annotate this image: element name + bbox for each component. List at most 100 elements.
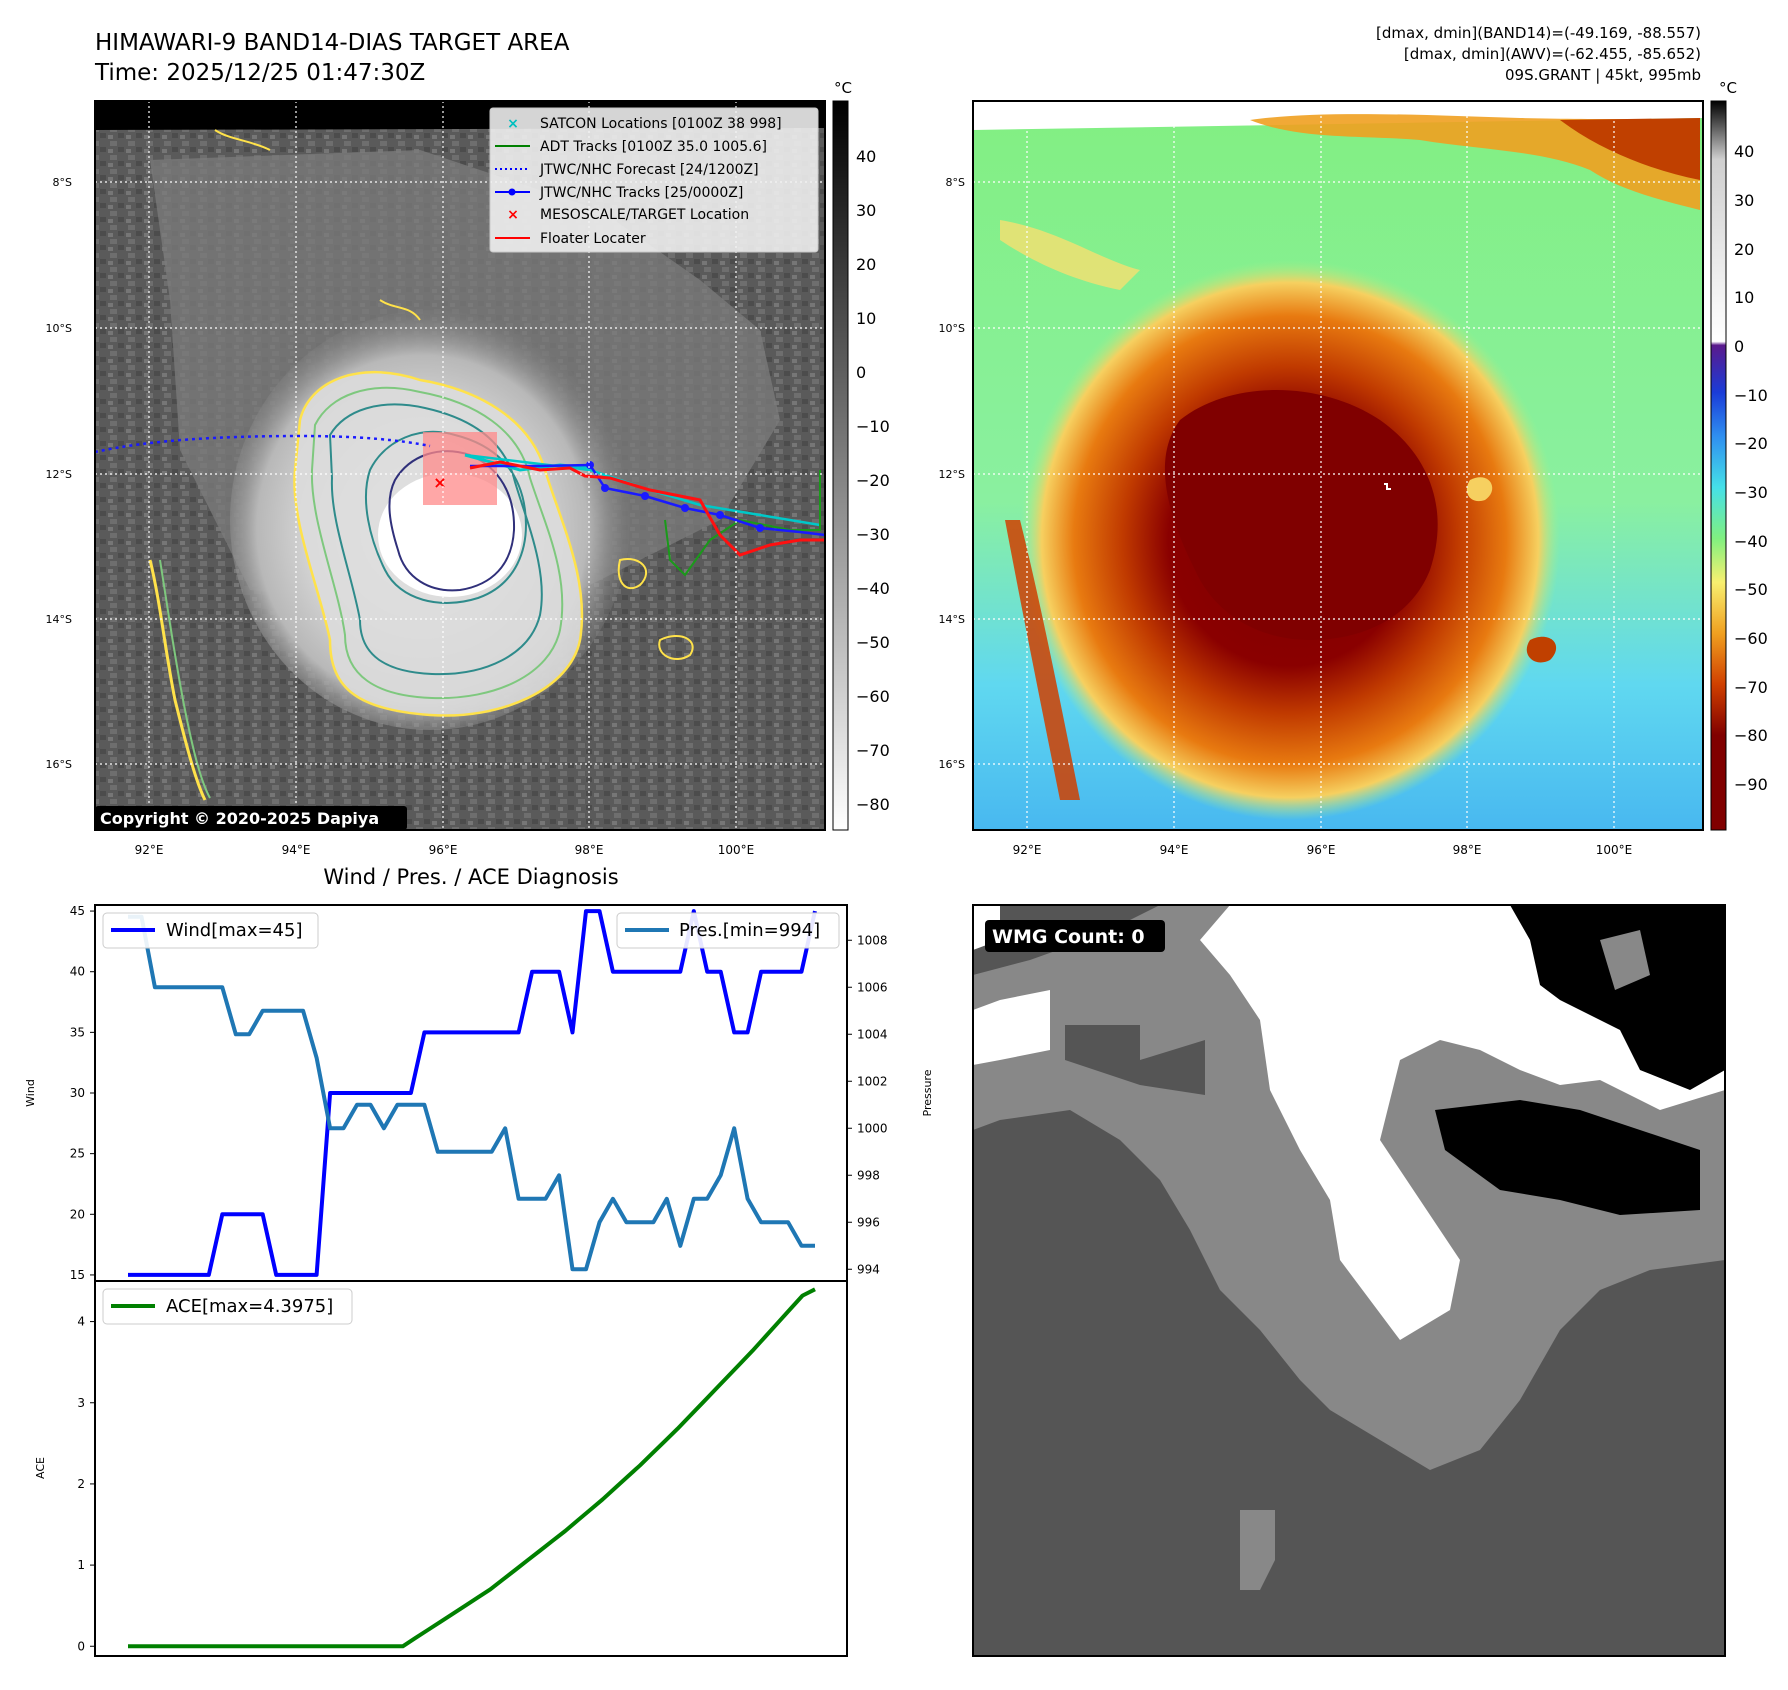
- gray-tick-m40: −40: [856, 579, 890, 598]
- copyright-text: Copyright © 2020-2025 Dapiya: [100, 809, 379, 828]
- svg-text:×: ×: [433, 473, 446, 492]
- band14-map-frame: [94, 100, 826, 831]
- legend-forecast-label: JTWC/NHC Forecast [24/1200Z]: [539, 162, 759, 178]
- wind-tick-label: 20: [70, 1207, 85, 1221]
- color-tick-m20: −20: [1734, 434, 1768, 453]
- color-tick-10: 10: [1734, 288, 1754, 307]
- awv-stats: [dmax, dmin](AWV)=(-62.455, -85.652): [1404, 45, 1701, 63]
- legend-adt-label: ADT Tracks [0100Z 35.0 1005.6]: [540, 139, 767, 155]
- awv-lat-label-14s: 14°S: [939, 613, 965, 626]
- color-tick-m80: −80: [1734, 726, 1768, 745]
- lat-label-14s: 14°S: [46, 613, 72, 626]
- wind-axis-label: Wind: [24, 1079, 37, 1107]
- copyright-badge: [95, 806, 407, 830]
- wind-tick-label: 45: [70, 904, 85, 918]
- gray-tick-m10: −10: [856, 417, 890, 436]
- wind-tick-label: 35: [70, 1025, 85, 1039]
- gray-tick-m60: −60: [856, 687, 890, 706]
- map-legend: × SATCON Locations [0100Z 38 998] ADT Tr…: [489, 107, 819, 253]
- color-tick-40: 40: [1734, 142, 1754, 161]
- gray-tick-m80: −80: [856, 795, 890, 814]
- pressure-tick-label: 1000: [857, 1121, 888, 1135]
- pressure-y-ticks: 994 996 998 1000 1002 1004 1006 1008: [847, 933, 888, 1276]
- lon-label-100e: 100°E: [718, 843, 755, 857]
- wmg-frame: [972, 904, 1726, 1657]
- wind-pressure-axes: [94, 904, 848, 1282]
- figure-title: HIMAWARI-9 BAND14-DIAS TARGET AREA: [95, 30, 570, 56]
- color-tick-m70: −70: [1734, 678, 1768, 697]
- color-tick-20: 20: [1734, 240, 1754, 259]
- color-tick-m50: −50: [1734, 580, 1768, 599]
- color-tick-m90: −90: [1734, 775, 1768, 794]
- gray-tick-m30: −30: [856, 525, 890, 544]
- gray-tick-m50: −50: [856, 633, 890, 652]
- pressure-tick-label: 994: [857, 1262, 880, 1276]
- awv-color-map: [973, 101, 1703, 830]
- color-tick-m10: −10: [1734, 386, 1768, 405]
- ace-tick-label: 2: [77, 1477, 85, 1491]
- wmg-map: [973, 905, 1725, 1656]
- awv-lon-label-92e: 92°E: [1013, 843, 1042, 857]
- color-colorbar-unit: °C: [1719, 79, 1737, 97]
- lon-label-92e: 92°E: [135, 843, 164, 857]
- band14-lat-ticks: 8°S 10°S 12°S 14°S 16°S: [46, 176, 72, 771]
- awv-lat-label-16s: 16°S: [939, 758, 965, 771]
- figure-time: Time: 2025/12/25 01:47:30Z: [94, 60, 425, 86]
- gray-tick-0: 0: [856, 363, 866, 382]
- band14-gridlines: [95, 101, 825, 830]
- wind-tick-label: 30: [70, 1086, 85, 1100]
- lon-label-96e: 96°E: [429, 843, 458, 857]
- gray-colorbar: °C: [832, 79, 852, 831]
- wind-tick-label: 15: [70, 1268, 85, 1282]
- ace-tick-label: 4: [77, 1315, 85, 1329]
- lat-label-10s: 10°S: [46, 322, 72, 335]
- gray-colorbar-ticks: 40 30 20 10 0 −10 −20 −30 −40 −50 −60 −7…: [856, 147, 890, 814]
- pressure-tick-label: 1002: [857, 1074, 888, 1088]
- wmg-count-badge: [985, 920, 1165, 952]
- awv-lat-label-12s: 12°S: [939, 468, 965, 481]
- lon-label-98e: 98°E: [575, 843, 604, 857]
- pressure-tick-label: 1008: [857, 933, 888, 947]
- awv-map-frame: [972, 100, 1704, 831]
- pressure-tick-label: 996: [857, 1215, 880, 1229]
- color-colorbar: °C: [1710, 79, 1737, 831]
- wmg-count-label: WMG Count: 0: [992, 926, 1145, 948]
- diagnosis-title: Wind / Pres. / ACE Diagnosis: [323, 865, 618, 889]
- ace-series: [128, 1287, 816, 1649]
- color-tick-0: 0: [1734, 337, 1744, 356]
- gray-tick-40: 40: [856, 147, 876, 166]
- ace-legend-label: ACE[max=4.3975]: [166, 1296, 333, 1317]
- awv-lat-label-8s: 8°S: [946, 176, 965, 189]
- wind-tick-label: 40: [70, 965, 85, 979]
- ace-legend: ACE[max=4.3975]: [102, 1288, 353, 1325]
- wind-y-ticks: 15 20 25 30 35 40 45: [70, 904, 95, 1282]
- color-colorbar-ticks: 40 30 20 10 0 −10 −20 −30 −40 −50 −60 −7…: [1734, 142, 1768, 794]
- color-tick-m30: −30: [1734, 483, 1768, 502]
- gray-tick-10: 10: [856, 309, 876, 328]
- band14-lon-ticks: 92°E 94°E 96°E 98°E 100°E: [135, 843, 755, 857]
- wind-legend-label: Wind[max=45]: [166, 920, 303, 941]
- ace-tick-label: 3: [77, 1396, 85, 1410]
- ace-line: [128, 1287, 816, 1649]
- awv-lon-label-98e: 98°E: [1453, 843, 1482, 857]
- gray-colorbar-unit: °C: [834, 79, 852, 97]
- gray-tick-20: 20: [856, 255, 876, 274]
- awv-lon-label-94e: 94°E: [1160, 843, 1189, 857]
- lon-label-94e: 94°E: [282, 843, 311, 857]
- pressure-legend: Pres.[min=994]: [616, 912, 840, 949]
- legend-target-label: MESOSCALE/TARGET Location: [540, 207, 749, 223]
- legend-target-marker: ×: [507, 207, 519, 223]
- legend-satcon-marker: ×: [507, 116, 519, 132]
- awv-lon-ticks: 92°E 94°E 96°E 98°E 100°E: [1013, 843, 1633, 857]
- pressure-tick-label: 1004: [857, 1027, 888, 1041]
- lat-label-8s: 8°S: [53, 176, 72, 189]
- pressure-line: [128, 914, 815, 1272]
- awv-lon-label-96e: 96°E: [1307, 843, 1336, 857]
- wind-legend: Wind[max=45]: [102, 912, 319, 949]
- wind-tick-label: 25: [70, 1147, 85, 1161]
- lat-label-12s: 12°S: [46, 468, 72, 481]
- ace-tick-label: 1: [77, 1558, 85, 1572]
- ace-tick-label: 0: [77, 1639, 85, 1653]
- legend-floater-label: Floater Locater: [540, 231, 646, 247]
